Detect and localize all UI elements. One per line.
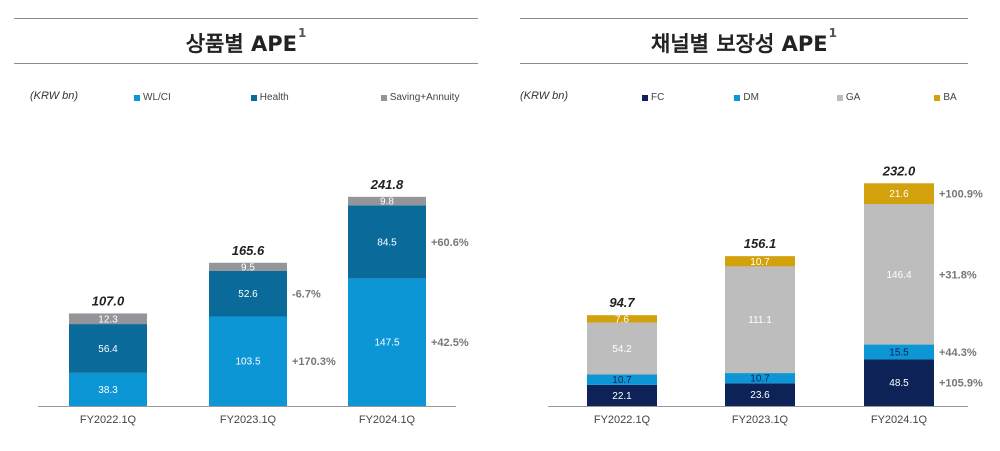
channel-data-label-ga-1: 54.2 <box>612 344 632 355</box>
channel-data-label-ga-3: 146.4 <box>886 270 911 281</box>
product-ape-title-bar: 상품별 APE1 <box>14 18 478 64</box>
product-data-label-saving-annuity-2: 9.5 <box>241 262 255 273</box>
product-total-label-2: 165.6 <box>232 243 265 258</box>
product-total-label-3: 241.8 <box>370 177 404 192</box>
channel-ape-title-footnote: 1 <box>828 26 837 40</box>
channel-legend-item-dm: DM <box>734 92 759 103</box>
product-bar-saving-annuity-2 <box>209 262 287 271</box>
product-growth-label-health-3: +60.6% <box>431 237 469 249</box>
channel-legend-label-fc: FC <box>651 92 665 103</box>
channel-data-label-dm-1: 10.7 <box>612 375 632 386</box>
product-bar-health-2 <box>209 270 287 317</box>
channel-ape-title-text: 채널별 보장성 APE <box>651 32 828 56</box>
channel-data-label-ba-2: 10.7 <box>750 257 770 268</box>
product-ape-title: 상품별 APE1 <box>14 26 478 58</box>
channel-bar-fc-3 <box>864 359 934 406</box>
channel-bar-ga-3 <box>864 204 934 345</box>
channel-data-label-fc-2: 23.6 <box>750 390 770 401</box>
product-data-label-wl-ci-3: 147.5 <box>374 338 399 349</box>
channel-bar-dm-2 <box>725 373 795 384</box>
product-total-label-1: 107.0 <box>92 293 125 308</box>
product-legend-label-health: Health <box>259 92 289 103</box>
channel-growth-label-ga-3: +31.8% <box>939 269 977 281</box>
channel-ape-title: 채널별 보장성 APE1 <box>520 26 968 58</box>
product-x-tick-1: FY2022.1Q <box>80 414 137 426</box>
product-x-tick-3: FY2024.1Q <box>359 414 416 426</box>
channel-bar-ba-3 <box>864 183 934 205</box>
channel-growth-label-fc-3: +105.9% <box>939 378 983 390</box>
product-growth-label-health-2: -6.7% <box>292 289 321 301</box>
product-bar-saving-annuity-1 <box>69 313 147 325</box>
product-legend-swatch-saving-annuity <box>380 94 387 101</box>
product-bar-wl-ci-3 <box>348 278 426 406</box>
product-ape-title-text: 상품별 APE <box>185 32 297 56</box>
product-bar-health-1 <box>69 324 147 373</box>
product-legend-swatch-health <box>250 94 257 101</box>
product-bar-saving-annuity-3 <box>348 196 426 206</box>
channel-bar-ga-2 <box>725 266 795 374</box>
product-data-label-saving-annuity-1: 12.3 <box>98 314 118 325</box>
channel-bar-dm-3 <box>864 344 934 360</box>
product-data-label-saving-annuity-3: 9.8 <box>380 197 394 208</box>
channel-legend-item-ga: GA <box>836 92 861 103</box>
channel-legend-swatch-ga <box>836 94 843 101</box>
product-growth-label-wl-ci-2: +170.3% <box>292 356 336 368</box>
product-legend-label-wl-ci: WL/CI <box>143 92 171 103</box>
channel-bar-fc-1 <box>587 384 657 406</box>
channel-legend-swatch-dm <box>734 94 741 101</box>
channel-data-label-fc-1: 22.1 <box>612 391 632 402</box>
product-data-label-health-3: 84.5 <box>377 237 397 248</box>
channel-total-label-1: 94.7 <box>609 295 635 310</box>
channel-x-tick-2: FY2023.1Q <box>732 414 789 426</box>
channel-legend-label-ba: BA <box>943 92 957 103</box>
product-legend-item-wl-ci: WL/CI <box>134 92 171 103</box>
channel-bar-ga-1 <box>587 322 657 375</box>
product-bar-health-3 <box>348 205 426 279</box>
channel-bar-ba-1 <box>587 315 657 323</box>
product-data-label-health-2: 52.6 <box>238 289 258 300</box>
channel-ape-unit: (KRW bn) <box>520 90 569 102</box>
channel-total-label-2: 156.1 <box>744 236 777 251</box>
channel-x-tick-1: FY2022.1Q <box>594 414 651 426</box>
product-ape-unit: (KRW bn) <box>30 90 79 102</box>
channel-x-tick-3: FY2024.1Q <box>871 414 928 426</box>
product-bar-wl-ci-1 <box>69 372 147 406</box>
product-legend-item-health: Health <box>250 92 289 103</box>
product-data-label-wl-ci-1: 38.3 <box>98 385 118 396</box>
channel-legend-swatch-fc <box>642 94 648 101</box>
product-data-label-health-1: 56.4 <box>98 344 118 355</box>
product-ape-legend: WL/CI Health Saving+Annuity <box>134 92 459 103</box>
product-growth-label-wl-ci-3: +42.5% <box>431 337 469 349</box>
product-legend-item-saving-annuity: Saving+Annuity <box>380 92 460 103</box>
product-legend-label-saving-annuity: Saving+Annuity <box>389 92 460 103</box>
channel-legend-swatch-ba <box>934 94 941 101</box>
channel-legend-label-ga: GA <box>845 92 861 103</box>
channel-data-label-ba-1: 7.6 <box>615 314 629 325</box>
channel-bar-ba-2 <box>725 256 795 267</box>
product-ape-panel: 상품별 APE1 (KRW bn) WL/CI Health Saving+Annu… <box>14 18 478 103</box>
channel-ape-legend: FC DM GA BA <box>642 92 957 103</box>
product-legend-swatch-wl-ci <box>134 94 140 101</box>
channel-data-label-ga-2: 111.1 <box>748 315 772 326</box>
channel-data-label-dm-2: 10.7 <box>750 374 770 385</box>
channel-ape-title-bar: 채널별 보장성 APE1 <box>520 18 968 64</box>
channel-data-label-ba-3: 21.6 <box>889 189 909 200</box>
product-x-tick-2: FY2023.1Q <box>220 414 277 426</box>
product-ape-title-footnote: 1 <box>297 26 307 40</box>
channel-legend-label-dm: DM <box>743 92 759 103</box>
channel-data-label-fc-3: 48.5 <box>889 378 909 389</box>
channel-data-label-dm-3: 15.5 <box>889 348 909 359</box>
channel-total-label-3: 232.0 <box>882 163 916 178</box>
channel-bar-dm-1 <box>587 374 657 385</box>
product-bar-wl-ci-2 <box>209 316 287 406</box>
product-data-label-wl-ci-2: 103.5 <box>235 357 260 368</box>
channel-legend-item-ba: BA <box>934 92 957 103</box>
channel-legend-item-fc: FC <box>642 92 664 103</box>
channel-growth-label-dm-3: +44.3% <box>939 347 977 359</box>
channel-ape-panel: 채널별 보장성 APE1 (KRW bn) FC DM GA BA <box>500 0 1000 451</box>
channel-bar-fc-2 <box>725 383 795 406</box>
channel-growth-label-ba-3: +100.9% <box>939 189 983 201</box>
